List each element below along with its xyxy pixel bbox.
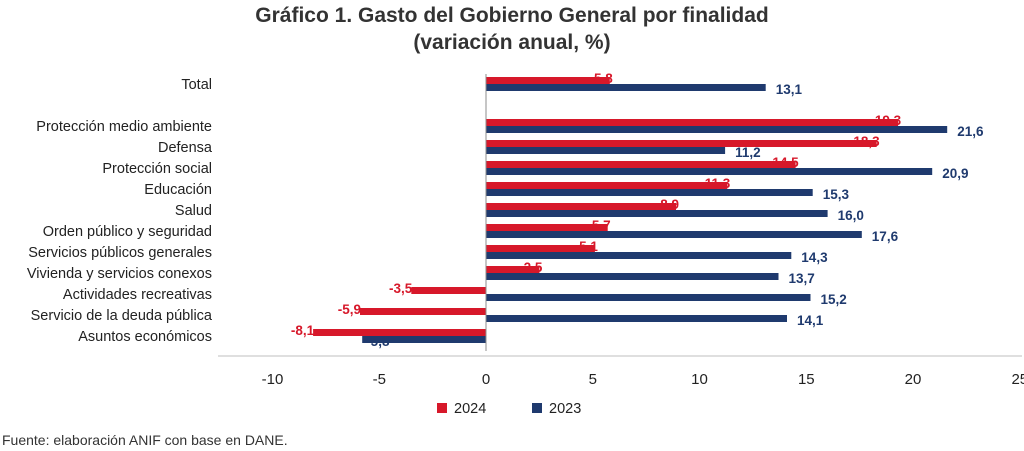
bar-2023	[486, 147, 726, 154]
data-label-2024: 14,5	[772, 155, 799, 170]
data-label-2024: 18,3	[853, 134, 880, 149]
bar-2024	[360, 308, 486, 315]
data-label-2024: 5,8	[594, 71, 613, 86]
category-label: Defensa	[158, 140, 213, 156]
bar-2023	[486, 252, 792, 259]
category-label: Educación	[144, 182, 212, 198]
bar-2023	[362, 336, 486, 343]
bar-2023	[486, 168, 933, 175]
bar-2023	[486, 273, 779, 280]
bar-2024	[486, 161, 796, 168]
legend-swatch-2024	[437, 403, 447, 413]
bar-2023	[486, 126, 948, 133]
bar-2024	[486, 140, 877, 147]
legend-label-2024: 2024	[454, 401, 486, 417]
bar-2023	[486, 315, 787, 322]
data-label-2024: 5,1	[579, 239, 598, 254]
data-label-2023: 13,1	[776, 82, 803, 97]
data-label-2024: 11,3	[705, 176, 731, 191]
x-tick-label: -10	[262, 371, 284, 388]
category-label: Asuntos económicos	[78, 329, 212, 345]
category-label: Total	[181, 77, 212, 93]
bar-2024	[486, 224, 608, 231]
bar-2023	[486, 231, 862, 238]
category-label: Protección social	[102, 161, 212, 177]
bar-2024	[486, 77, 610, 84]
x-tick-label: 0	[482, 371, 490, 388]
category-label: Salud	[175, 203, 212, 219]
data-label-2023: 14,3	[801, 250, 828, 265]
source-note: Fuente: elaboración ANIF con base en DAN…	[2, 432, 288, 448]
bar-2024	[486, 119, 899, 126]
data-label-2024: 19,3	[875, 113, 902, 128]
bar-2024	[486, 245, 595, 252]
legend-swatch-2023	[532, 403, 542, 413]
bar-2024	[486, 266, 540, 273]
data-label-2023: 17,6	[872, 229, 899, 244]
bar-2024	[486, 182, 728, 189]
chart-title: Gráfico 1. Gasto del Gobierno General po…	[255, 4, 768, 27]
legend: 2024 2023	[437, 401, 581, 417]
x-tick-label: 20	[905, 371, 922, 388]
data-label-2024: 5,7	[592, 218, 611, 233]
data-label-2024: -8,1	[291, 323, 315, 338]
bar-2024	[411, 287, 486, 294]
data-label-2024: 8,9	[660, 197, 679, 212]
data-label-2023: -5,8	[366, 334, 390, 349]
bar-2023	[486, 294, 811, 301]
category-label: Orden público y seguridad	[43, 224, 212, 240]
category-label: Actividades recreativas	[63, 287, 212, 303]
data-label-2023: 16,0	[838, 208, 864, 223]
chart-subtitle: (variación anual, %)	[413, 31, 610, 54]
bar-2023	[486, 210, 828, 217]
x-tick-label: 5	[589, 371, 597, 388]
x-tick-label: 10	[691, 371, 708, 388]
data-label-2024: -3,5	[389, 281, 413, 296]
category-label: Servicios públicos generales	[28, 245, 212, 261]
data-label-2023: 14,1	[797, 313, 824, 328]
data-label-2023: 11,2	[735, 145, 761, 160]
data-label-2024: 2,5	[524, 260, 543, 275]
bar-2023	[486, 189, 813, 196]
x-tick-label: -5	[373, 371, 386, 388]
data-label-2023: 13,7	[789, 271, 815, 286]
x-tick-label: 25	[1011, 371, 1024, 388]
data-label-2023: 15,2	[821, 292, 847, 307]
data-label-2024: -5,9	[338, 302, 361, 317]
data-label-2023: 21,6	[957, 124, 984, 139]
bar-2024	[486, 203, 676, 210]
bar-2023	[486, 84, 766, 91]
data-label-2023: 20,9	[942, 166, 968, 181]
plot-area: Total Protección medio ambiente Defensa Pro…	[27, 71, 1024, 388]
category-label: Vivienda y servicios conexos	[27, 266, 212, 282]
legend-label-2023: 2023	[549, 401, 581, 417]
category-label: Servicio de la deuda pública	[31, 308, 213, 324]
category-label: Protección medio ambiente	[36, 119, 212, 135]
x-tick-label: 15	[798, 371, 815, 388]
bar-2024	[313, 329, 486, 336]
data-label-2023: 15,3	[823, 187, 850, 202]
